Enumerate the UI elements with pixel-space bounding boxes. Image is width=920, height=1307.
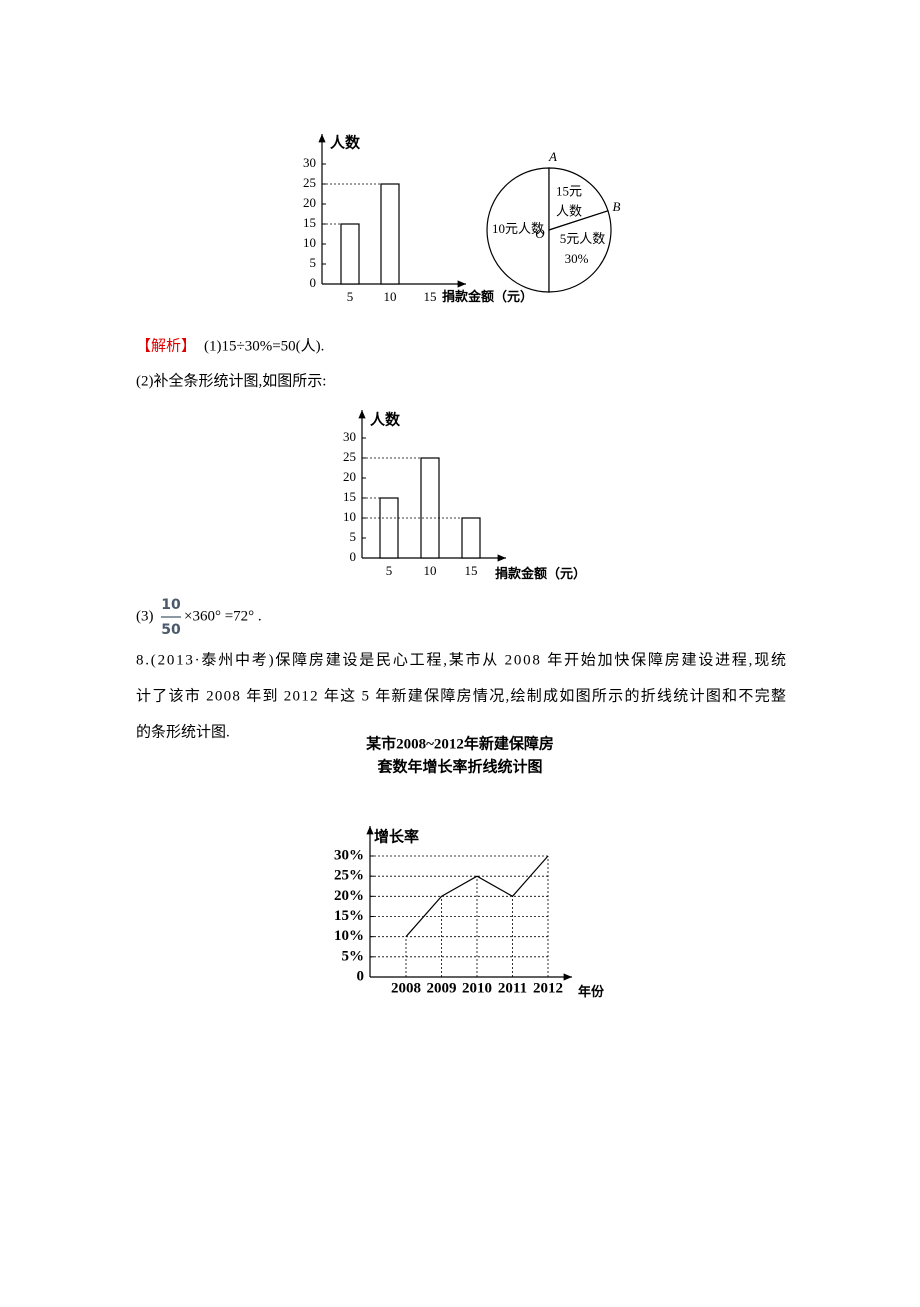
x-tick-label: 5 [347, 289, 354, 304]
y-tick-label: 5% [342, 948, 365, 964]
x-tick-label: 2012 [533, 980, 563, 996]
y-tick-label: 25% [334, 868, 364, 884]
y-tick-label: 30% [334, 847, 364, 863]
line-series [405, 855, 549, 938]
bar [420, 457, 440, 559]
y-tick-label: 0 [310, 275, 317, 290]
x-tick-label: 5 [386, 563, 393, 578]
y-axis-label: 人数 [330, 133, 361, 151]
y-tick-label: 25 [303, 175, 316, 190]
bar [380, 183, 400, 285]
pie-label: 10元人数 [492, 221, 544, 236]
question-line: 的条形统计图. [136, 723, 230, 740]
answer-part3-prefix: (3) [136, 608, 154, 624]
pie-slice [486, 167, 550, 293]
x-tick-label: 2010 [462, 980, 492, 996]
point-label: A [548, 149, 557, 164]
x-tick-label: 2011 [498, 980, 527, 996]
x-axis-label: 年份 [578, 984, 605, 999]
y-tick-label: 5 [310, 255, 317, 270]
y-tick-label: 10 [343, 509, 356, 524]
question-line: 8.(2013·泰州中考)保障房建设是民心工程,某市从 2008 年开始加快保障… [136, 650, 786, 668]
y-tick-label: 15% [334, 908, 364, 924]
x-tick-label: 15 [465, 563, 478, 578]
y-tick-label: 30 [343, 429, 356, 444]
y-axis-label: 人数 [370, 410, 401, 428]
bar [379, 497, 399, 559]
chart-subtitle: 套数年增长率折线统计图 [376, 757, 542, 775]
y-tick-label: 30 [303, 155, 316, 170]
y-tick-label: 10 [303, 235, 316, 250]
x-tick-label: 2009 [427, 980, 457, 996]
y-tick-label: 15 [343, 489, 356, 504]
y-axis-label: 增长率 [374, 827, 419, 845]
pie-label: 5元人数 [560, 231, 606, 246]
answer-part3-rest: ×360° =72° . [184, 608, 262, 624]
x-axis-label: 捐款金额（元） [442, 289, 533, 304]
point-label: B [613, 199, 621, 214]
fraction-numerator: 10 [161, 597, 181, 613]
pie-slice [548, 167, 609, 231]
pie-slice [548, 210, 612, 293]
y-tick-label: 15 [303, 215, 316, 230]
chart-title: 某市2008~2012年新建保障房 [366, 734, 554, 752]
bar [340, 223, 360, 285]
y-tick-label: 20 [343, 469, 356, 484]
x-tick-label: 2008 [391, 980, 421, 996]
pie-value-label: 30% [565, 251, 589, 266]
y-tick-label: 20 [303, 195, 316, 210]
pie-label: 人数 [556, 203, 582, 218]
x-tick-label: 15 [424, 289, 437, 304]
y-tick-label: 5 [350, 529, 357, 544]
point-label: O [535, 226, 545, 241]
answer-part2: (2)补全条形统计图,如图所示: [136, 371, 326, 389]
pie-label: 15元 [556, 183, 582, 198]
question-line: 计了该市 2008 年到 2012 年这 5 年新建保障房情况,绘制成如图所示的… [136, 686, 786, 704]
bar [461, 517, 481, 559]
analysis-tag: 【解析】 [136, 337, 196, 354]
y-tick-label: 20% [334, 888, 364, 904]
y-tick-label: 0 [357, 968, 365, 984]
x-axis-label: 捐款金额（元） [495, 566, 586, 581]
y-tick-label: 0 [350, 549, 357, 564]
x-tick-label: 10 [424, 563, 437, 578]
answer-part1: (1)15÷30%=50(人). [204, 337, 324, 354]
y-tick-label: 25 [343, 449, 356, 464]
fraction-denominator: 50 [161, 622, 181, 638]
y-tick-label: 10% [334, 928, 364, 944]
x-tick-label: 10 [384, 289, 397, 304]
